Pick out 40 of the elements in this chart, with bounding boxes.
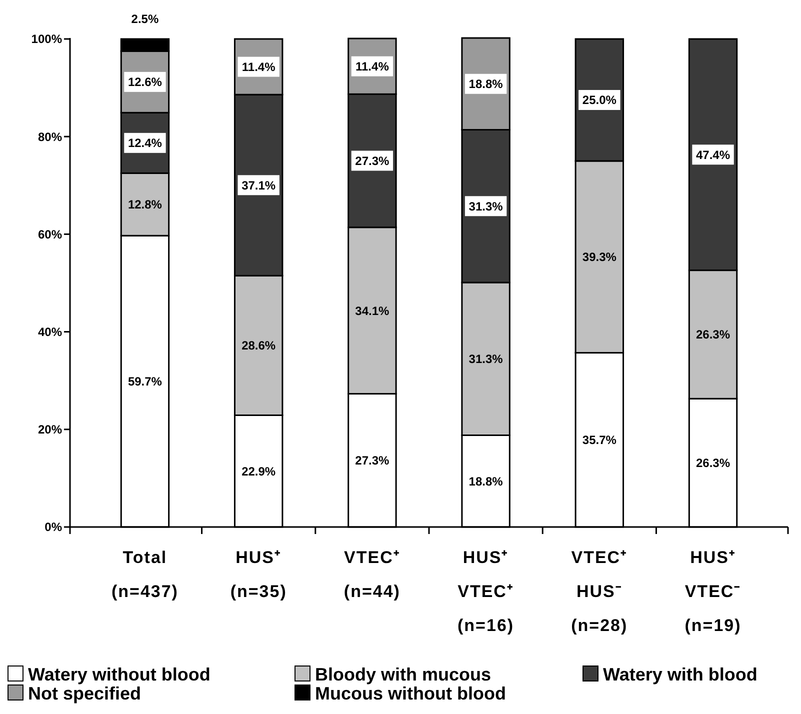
data-label: 47.4% bbox=[696, 148, 730, 162]
data-label: 27.3% bbox=[355, 154, 390, 168]
data-label: 18.8% bbox=[468, 474, 504, 488]
data-label: 26.3% bbox=[696, 456, 730, 470]
data-label: 12.4% bbox=[128, 136, 162, 150]
legend-label: Mucous without blood bbox=[315, 683, 506, 704]
data-label: 12.6% bbox=[128, 75, 162, 90]
data-label: 31.3% bbox=[468, 199, 504, 214]
data-label: 25.0% bbox=[582, 93, 617, 108]
data-label: 18.8% bbox=[468, 77, 504, 92]
data-label: 12.8% bbox=[128, 198, 162, 212]
data-label: 26.3% bbox=[696, 328, 730, 342]
y-tick-label: 20% bbox=[38, 422, 62, 437]
data-label: 11.4% bbox=[356, 60, 390, 74]
legend-label: Watery without blood bbox=[28, 664, 210, 684]
x-tick-label: Total (n=437) bbox=[111, 548, 178, 601]
data-label: 11.4% bbox=[242, 60, 276, 74]
data-label: 27.3% bbox=[355, 454, 390, 468]
y-tick-label: 60% bbox=[38, 227, 62, 242]
legend-label: Not specified bbox=[28, 683, 142, 704]
legend-label: Watery with blood bbox=[603, 664, 758, 684]
data-label: 22.9% bbox=[242, 464, 276, 478]
x-tick-label: VTEC⁺ (n=44) bbox=[344, 548, 400, 601]
y-tick-label: 80% bbox=[38, 130, 62, 144]
data-label: 34.1% bbox=[355, 304, 390, 318]
data-label: 35.7% bbox=[582, 433, 617, 448]
data-label: 59.7% bbox=[128, 374, 162, 389]
y-tick-label: 100% bbox=[31, 32, 62, 46]
data-label: 28.6% bbox=[242, 338, 276, 353]
y-tick-label: 0% bbox=[44, 520, 62, 534]
y-tick-label: 40% bbox=[38, 324, 62, 339]
x-tick-label: HUS⁺ VTEC⁻ (n=19) bbox=[684, 548, 742, 635]
x-tick-label: VTEC⁺ HUS⁻ (n=28) bbox=[571, 548, 628, 635]
data-label: 2.5% bbox=[131, 12, 159, 26]
data-label: 37.1% bbox=[242, 178, 276, 192]
x-tick-label: HUS⁺ VTEC⁺ (n=16) bbox=[458, 548, 514, 635]
x-tick-label: HUS⁺ (n=35) bbox=[230, 548, 287, 601]
legend-label: Bloody with mucous bbox=[315, 664, 492, 684]
data-label: 31.3% bbox=[468, 352, 504, 366]
data-label: 39.3% bbox=[582, 250, 617, 264]
